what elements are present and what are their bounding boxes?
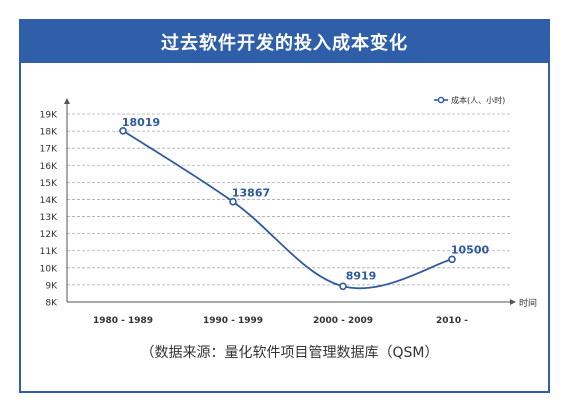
y-tick-label: 10K	[40, 264, 58, 274]
chart-title: 过去软件开发的投入成本变化	[21, 21, 548, 63]
x-tick-label: 1980 - 1989	[93, 316, 153, 326]
y-axis-arrow	[64, 98, 70, 104]
y-tick-label: 8K	[45, 299, 58, 309]
data-point	[448, 255, 456, 264]
data-point	[119, 126, 127, 135]
x-tick-label: 1990 - 1999	[203, 316, 263, 326]
y-tick-label: 13K	[40, 213, 58, 223]
data-label: 18019	[122, 116, 160, 129]
y-tick-label: 17K	[40, 145, 58, 155]
data-point	[229, 197, 237, 206]
legend-marker	[437, 96, 445, 104]
x-axis-label: 时间	[519, 297, 537, 309]
x-tick-label: 2010 -	[436, 316, 468, 326]
y-tick-label: 14K	[40, 196, 58, 206]
x-axis-arrow	[510, 299, 516, 305]
data-point	[339, 282, 347, 291]
y-tick-label: 12K	[40, 230, 58, 240]
y-tick-label: 9K	[45, 281, 58, 291]
data-source-note: （数据来源：量化软件项目管理数据库（QSM）	[140, 345, 439, 361]
y-tick-label: 11K	[40, 247, 58, 257]
chart-frame: 过去软件开发的投入成本变化	[19, 19, 550, 393]
y-tick-label: 18K	[40, 128, 58, 138]
data-label: 8919	[346, 269, 377, 282]
y-tick-label: 19K	[40, 111, 58, 121]
x-tick-label: 2000 - 2009	[313, 316, 373, 326]
data-label: 10500	[451, 243, 490, 256]
y-tick-label: 15K	[40, 179, 58, 189]
legend-label: 成本(人、小时)	[451, 95, 505, 105]
data-label: 13867	[232, 187, 270, 200]
series-line	[122, 130, 453, 290]
y-tick-label: 16K	[40, 162, 58, 172]
